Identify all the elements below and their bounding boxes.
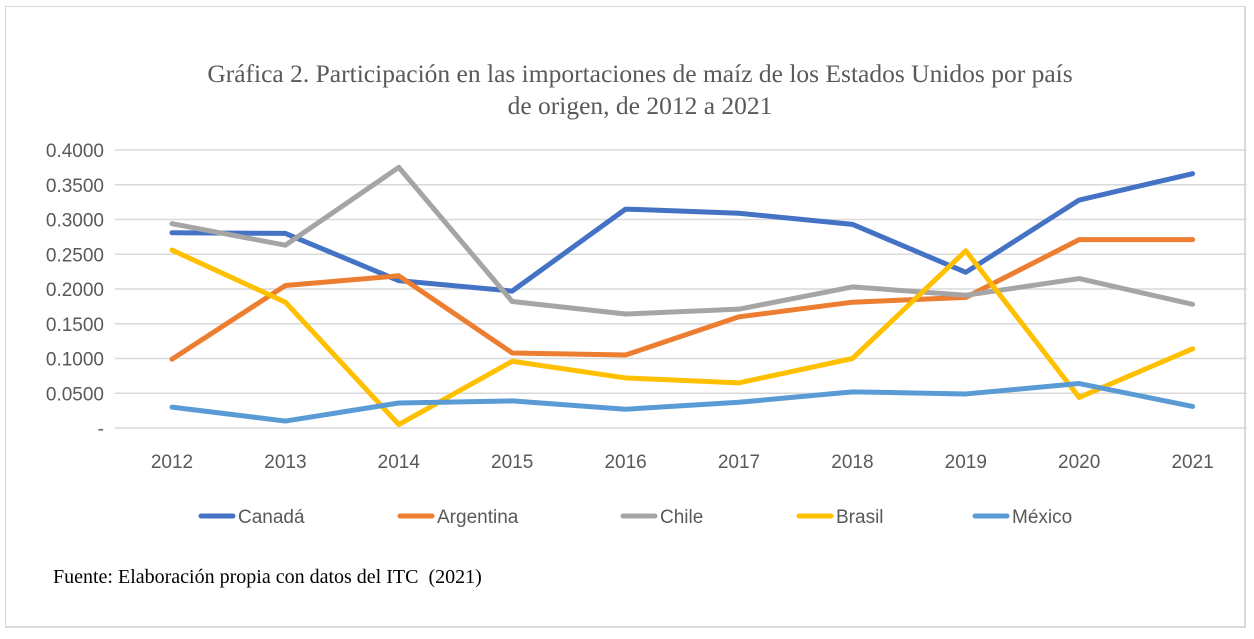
series-line-brasil <box>169 247 1196 428</box>
y-tick-label: 0.4000 <box>46 141 104 162</box>
series-line-chile <box>169 164 1196 317</box>
legend-item: México <box>972 507 1072 528</box>
series-lines <box>169 164 1196 428</box>
x-tick-label: 2020 <box>1058 452 1100 473</box>
series-line-argentina <box>169 237 1196 362</box>
legend-label: Chile <box>660 507 703 528</box>
y-tick-label: 0.1500 <box>46 315 104 336</box>
legend-label: México <box>1012 507 1072 528</box>
chart-title-line-1: Gráfica 2. Participación en las importac… <box>207 59 1073 88</box>
x-tick-label: 2019 <box>945 452 987 473</box>
x-tick-label: 2015 <box>491 452 533 473</box>
x-tick-label: 2012 <box>151 452 193 473</box>
y-tick-label: 0.3500 <box>46 176 104 197</box>
y-tick-label: 0.0500 <box>46 384 104 405</box>
x-tick-label: 2016 <box>604 452 646 473</box>
x-tick-label: 2017 <box>718 452 760 473</box>
legend-item: Argentina <box>397 507 519 528</box>
gridlines <box>115 149 1247 429</box>
x-axis: 2012 2013 2014 2015 2016 2017 2018 2019 2020 2021 <box>151 452 1214 473</box>
x-tick-label: 2014 <box>378 452 421 473</box>
chart-frame <box>5 6 1246 628</box>
source-note: Fuente: Elaboración propia con datos del… <box>53 566 482 588</box>
legend-label: Argentina <box>437 507 519 528</box>
y-tick-label: 0.2500 <box>46 245 104 266</box>
y-tick-label: 0.3000 <box>46 211 104 232</box>
chart-title: Gráfica 2. Participación en las importac… <box>130 58 1150 122</box>
series-line-canadá <box>169 171 1196 294</box>
legend-label: Canadá <box>238 507 305 528</box>
series-line-méxico <box>169 381 1196 424</box>
y-tick-label: 0.1000 <box>46 350 104 371</box>
x-tick-label: 2021 <box>1171 452 1213 473</box>
y-tick-label: 0.2000 <box>46 280 104 301</box>
legend-label: Brasil <box>836 507 884 528</box>
legend-item: Chile <box>620 507 703 528</box>
y-tick-label: - <box>98 419 104 440</box>
y-axis: - 0.0500 0.1000 0.1500 0.2000 0.2500 0.3000 0.3… <box>46 141 104 440</box>
x-tick-label: 2013 <box>264 452 306 473</box>
x-tick-label: 2018 <box>831 452 873 473</box>
legend-item: Canadá <box>198 507 305 528</box>
legend: Canadá Argentina Chile Brasil México <box>198 507 1072 528</box>
chart-title-line-2: de origen, de 2012 a 2021 <box>507 91 773 120</box>
legend-item: Brasil <box>796 507 884 528</box>
